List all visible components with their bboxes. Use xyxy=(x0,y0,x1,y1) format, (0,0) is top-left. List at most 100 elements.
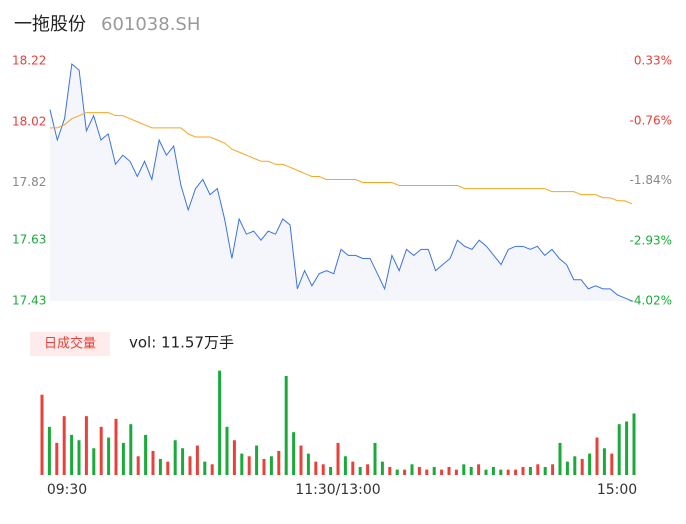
volume-bar xyxy=(417,466,421,475)
volume-bar xyxy=(225,426,229,475)
volume-bar xyxy=(240,453,244,475)
chart-title: 一拖股份 xyxy=(14,14,86,35)
volume-bar xyxy=(351,461,355,475)
volume-bar xyxy=(232,440,236,475)
volume-bar xyxy=(70,434,74,475)
volume-bar xyxy=(477,464,481,475)
volume-bar xyxy=(284,376,288,475)
volume-bar xyxy=(454,469,458,475)
volume-bar xyxy=(269,456,273,475)
volume-bar xyxy=(55,442,59,475)
volume-bar xyxy=(469,466,473,475)
volume-bar xyxy=(595,437,599,475)
volume-bar xyxy=(432,466,436,475)
volume-bar xyxy=(440,469,444,475)
volume-bar xyxy=(506,469,510,475)
volume-bar xyxy=(292,432,296,475)
volume-bar xyxy=(107,437,111,475)
y2-tick-label: 0.33% xyxy=(634,54,672,68)
volume-bar xyxy=(373,442,377,475)
volume-bar xyxy=(528,466,532,475)
volume-bar xyxy=(40,394,44,475)
volume-bar xyxy=(514,469,518,475)
badge xyxy=(30,332,110,356)
volume-bar xyxy=(173,440,177,475)
volume-bar xyxy=(129,424,133,475)
volume-bar xyxy=(462,464,466,475)
y-tick-label: 17.43 xyxy=(12,294,46,308)
volume-bar xyxy=(543,466,547,475)
volume-bar xyxy=(158,458,162,475)
volume-bar xyxy=(388,466,392,475)
volume-bar xyxy=(447,466,451,475)
volume-bar xyxy=(321,464,325,475)
y-tick-label: 17.82 xyxy=(12,175,46,189)
x-tick-label: 11:30/13:00 xyxy=(295,482,380,498)
volume-bar xyxy=(255,445,259,475)
volume-bar xyxy=(632,413,636,475)
y2-tick-label: -1.84% xyxy=(630,173,672,187)
volume-bar xyxy=(277,450,281,475)
volume-bar xyxy=(203,461,207,475)
volume-bar xyxy=(121,442,125,475)
volume-annotation: vol: 11.57万手 xyxy=(129,334,234,352)
volume-bar xyxy=(247,456,251,475)
volume-bar xyxy=(336,442,340,475)
line-price xyxy=(49,63,633,302)
x-tick-label: 09:30 xyxy=(47,482,87,498)
volume-bar xyxy=(62,416,66,475)
volume-bar xyxy=(210,464,214,475)
volume-bar xyxy=(573,456,577,475)
volume-bar xyxy=(558,442,562,475)
volume-bar xyxy=(610,453,614,475)
volume-bar xyxy=(262,458,266,475)
y2-tick-label: -4.02% xyxy=(630,294,672,308)
volume-bar xyxy=(166,461,170,475)
volume-bar xyxy=(536,464,540,475)
volume-title: 日成交量 xyxy=(44,336,96,352)
volume-bar xyxy=(358,466,362,475)
volume-bar xyxy=(521,466,525,475)
volume-bar xyxy=(84,416,88,475)
volume-bar xyxy=(114,418,118,475)
y-tick-label: 18.22 xyxy=(12,54,46,68)
volume-bar xyxy=(403,469,407,475)
volume-bar xyxy=(366,464,370,475)
volume-bar xyxy=(92,448,96,475)
volume-bar xyxy=(410,464,414,475)
y-tick-label: 18.02 xyxy=(12,114,46,128)
volume-bar xyxy=(625,421,629,475)
volume-bar xyxy=(314,461,318,475)
volume-bar xyxy=(99,426,103,475)
volume-bar xyxy=(195,445,199,475)
volume-bar xyxy=(380,461,384,475)
x-tick-label: 15:00 xyxy=(597,482,637,498)
volume-bar xyxy=(484,469,488,475)
volume-bar xyxy=(491,466,495,475)
volume-bar xyxy=(565,461,569,475)
volume-bar xyxy=(425,469,429,475)
line-average xyxy=(50,112,633,205)
volume-bar xyxy=(395,469,399,475)
volume-bar xyxy=(602,448,606,475)
volume-bar xyxy=(617,424,621,475)
volume-bar xyxy=(580,458,584,475)
volume-bar xyxy=(343,456,347,475)
volume-bar xyxy=(306,453,310,475)
volume-bar xyxy=(151,450,155,475)
y-tick-label: 17.63 xyxy=(12,233,46,247)
volume-bar xyxy=(181,448,185,475)
volume-bar xyxy=(329,466,333,475)
y2-tick-label: -0.76% xyxy=(630,114,672,128)
volume-bar xyxy=(136,456,140,475)
volume-bar xyxy=(218,370,222,475)
y2-tick-label: -2.93% xyxy=(630,233,672,247)
volume-bar xyxy=(499,469,503,475)
volume-bar xyxy=(144,434,148,475)
price-area xyxy=(50,64,632,302)
volume-bar xyxy=(299,445,303,475)
volume-bar xyxy=(188,456,192,475)
volume-bar xyxy=(588,453,592,475)
volume-bar xyxy=(47,426,51,475)
